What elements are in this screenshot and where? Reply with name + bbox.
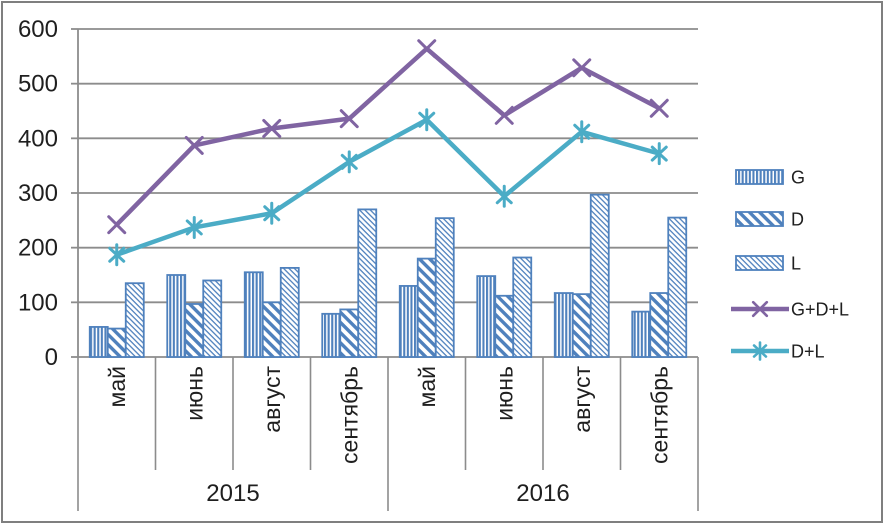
bar-G-6	[553, 292, 574, 358]
asterisk-marker-icon	[650, 142, 668, 166]
bar-L-5	[512, 256, 533, 358]
y-tick-label-100: 100	[18, 289, 58, 316]
bar-D-1	[184, 303, 205, 358]
line-D+L	[116, 117, 660, 257]
legend-swatch-G	[735, 169, 784, 185]
x-marker-icon	[184, 135, 204, 155]
x-marker-icon	[262, 118, 282, 138]
month-label-2016-2: август	[569, 366, 595, 433]
legend-label-G: G	[791, 168, 805, 188]
asterisk-marker-icon	[573, 120, 591, 144]
y-tick-label-200: 200	[18, 235, 58, 262]
bar-D-4	[416, 257, 437, 358]
legend-label-L: L	[791, 254, 801, 274]
month-label-2016-1: июнь	[491, 366, 517, 421]
line-series-D+L	[108, 108, 668, 267]
y-tick-label-400: 400	[18, 125, 58, 152]
legend-label-G+D+L: G+D+L	[791, 300, 849, 320]
bar-G-4	[398, 285, 419, 358]
bar-G-2	[243, 271, 264, 358]
bar-D-3	[339, 308, 360, 358]
bar-D-7	[649, 292, 670, 358]
year-label-2016: 2016	[516, 480, 569, 507]
month-label-2015-3: сентябрь	[336, 366, 362, 464]
month-label-2015-0: май	[104, 366, 130, 407]
month-label-2015-1: июнь	[181, 366, 207, 421]
legend-label-D+L: D+L	[791, 342, 825, 362]
asterisk-marker-icon	[418, 108, 436, 132]
bar-D-0	[106, 327, 127, 358]
year-label-2015: 2015	[206, 480, 259, 507]
asterisk-marker-icon	[495, 184, 513, 208]
asterisk-marker-icon	[340, 150, 358, 174]
y-tick-label-600: 600	[18, 16, 58, 43]
x-marker-icon	[572, 58, 592, 78]
bar-G-7	[631, 310, 652, 358]
bar-L-0	[124, 282, 145, 358]
month-label-2015-2: август	[259, 366, 285, 433]
line-series-G+D+L	[107, 39, 669, 235]
bar-series-L	[124, 193, 688, 358]
bar-G-5	[476, 275, 497, 358]
line-G+D+L	[115, 46, 661, 227]
asterisk-marker-icon	[108, 243, 126, 267]
bar-L-2	[279, 266, 300, 358]
x-marker-icon	[339, 109, 359, 129]
bar-G-1	[166, 274, 187, 358]
bar-G-0	[88, 326, 109, 358]
y-tick-label-500: 500	[18, 71, 58, 98]
legend: G D L G+D+L D+L	[731, 168, 849, 362]
bar-series-G	[88, 271, 652, 358]
bar-L-6	[589, 193, 610, 358]
y-tick-label-0: 0	[45, 344, 58, 371]
x-marker-icon	[649, 98, 669, 118]
y-tick-label-300: 300	[18, 180, 58, 207]
bar-L-7	[667, 216, 688, 358]
bar-D-6	[571, 293, 592, 358]
bar-G-3	[321, 312, 342, 358]
asterisk-marker-icon	[263, 201, 281, 225]
legend-swatch-D	[735, 211, 784, 227]
month-label-2016-0: май	[414, 366, 440, 407]
bar-L-4	[434, 217, 455, 358]
x-marker-icon	[417, 39, 437, 59]
bar-D-5	[494, 294, 515, 358]
bar-D-2	[261, 301, 282, 358]
bar-L-3	[357, 208, 378, 358]
legend-swatch-L	[735, 255, 784, 271]
x-marker-icon	[107, 215, 127, 235]
asterisk-marker-icon	[752, 341, 768, 361]
bar-L-1	[202, 279, 223, 358]
asterisk-marker-icon	[185, 215, 203, 239]
bar-series-D	[106, 257, 670, 358]
x-marker-icon	[751, 300, 769, 318]
legend-label-D: D	[791, 210, 804, 230]
x-marker-icon	[494, 105, 514, 125]
month-label-2016-3: сентябрь	[646, 366, 672, 464]
